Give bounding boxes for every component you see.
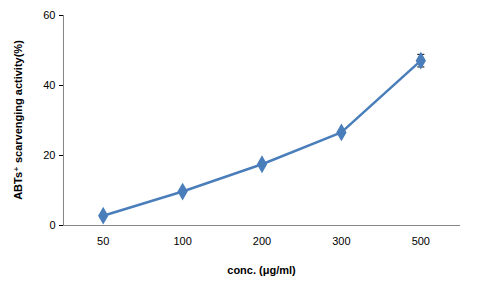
svg-text:200: 200	[253, 235, 271, 247]
svg-text:300: 300	[332, 235, 350, 247]
svg-text:50: 50	[97, 235, 109, 247]
svg-text:conc. (μg/ml): conc. (μg/ml)	[227, 264, 296, 276]
svg-text:500: 500	[412, 235, 430, 247]
svg-text:100: 100	[173, 235, 191, 247]
svg-text:60: 60	[43, 9, 55, 21]
svg-text:0: 0	[49, 219, 55, 231]
svg-text:20: 20	[43, 149, 55, 161]
svg-text:40: 40	[43, 79, 55, 91]
svg-text:ABTs⁺ scarvenging activity(%): ABTs⁺ scarvenging activity(%)	[12, 40, 24, 200]
